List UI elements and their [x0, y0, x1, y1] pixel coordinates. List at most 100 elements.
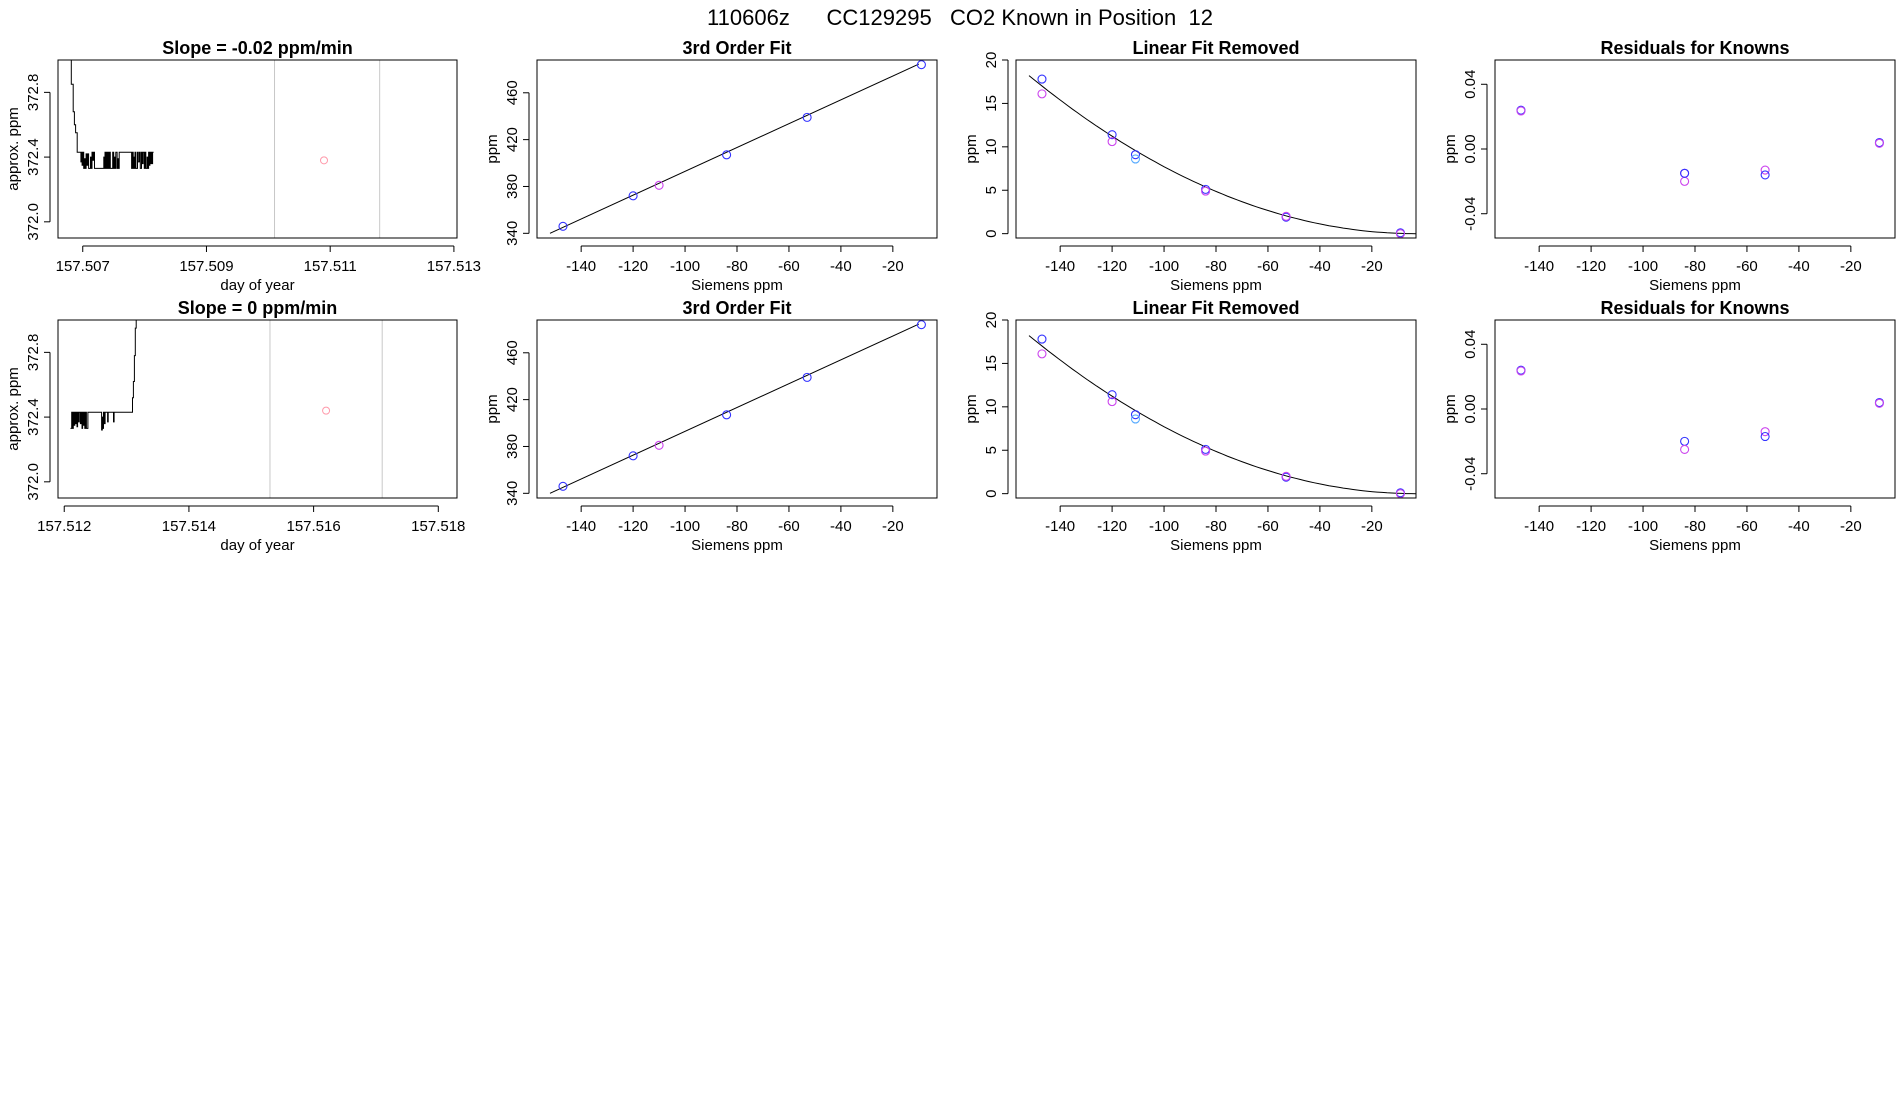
- fit-curve: [1028, 75, 1416, 235]
- x-tick-label: 157.511: [304, 258, 357, 275]
- data-point: [628, 451, 638, 461]
- x-tick-label: -120: [1576, 258, 1606, 275]
- data-point: [1516, 106, 1526, 116]
- data-marks: [70, 60, 328, 169]
- panel-linear-top: Linear Fit Removed -140 -120 -100 -80 -60 -40 -…: [963, 38, 1417, 294]
- data-point: [1130, 150, 1141, 160]
- x-tick-label: -60: [778, 258, 800, 275]
- y-tick-label: 0.00: [1462, 134, 1479, 163]
- data-point: [802, 112, 812, 122]
- x-tick-label: -120: [1097, 518, 1127, 535]
- x-tick-label: 157.509: [179, 258, 233, 275]
- x-tick-label: -140: [1524, 518, 1554, 535]
- x-tick-label: -140: [1524, 258, 1554, 275]
- panel-timeseries-bottom: Slope = 0 ppm/min 157.512 157.514 157.516 15…: [5, 298, 465, 554]
- x-tick-label: -80: [1205, 518, 1227, 535]
- panel-title: Slope = -0.02 ppm/min: [162, 38, 353, 58]
- x-tick-label: -100: [670, 258, 700, 275]
- data-point: [1037, 74, 1047, 84]
- x-tick-label: -60: [1257, 518, 1279, 535]
- data-point: [1680, 436, 1690, 446]
- data-point: [654, 180, 664, 190]
- highlight-point: [320, 156, 328, 165]
- x-tick-label: -60: [1257, 258, 1279, 275]
- y-tick-label: 380: [504, 434, 521, 459]
- plot-box: [1015, 59, 1417, 239]
- x-tick-label: -20: [882, 518, 904, 535]
- x-tick-label: 157.507: [56, 258, 110, 275]
- y-tick-label: 5: [983, 446, 1000, 454]
- y-tick-label: 380: [504, 174, 521, 199]
- data-marks: [1516, 105, 1884, 186]
- x-tick-label: -80: [1684, 258, 1706, 275]
- panel-title: 3rd Order Fit: [682, 38, 791, 58]
- y-axis-label: ppm: [484, 134, 501, 163]
- data-point: [1680, 176, 1690, 186]
- data-point: [1760, 165, 1770, 175]
- data-marks: [70, 320, 331, 431]
- x-tick-label: 157.514: [162, 518, 216, 535]
- data-point: [722, 410, 732, 420]
- x-tick-label: -20: [1840, 518, 1862, 535]
- x-tick-label: -40: [1309, 258, 1331, 275]
- data-point: [558, 221, 568, 231]
- panel-linear-bottom: Linear Fit Removed -140 -120 -100 -80 -60 -40 -…: [963, 298, 1417, 554]
- x-tick-label: -100: [1628, 518, 1658, 535]
- x-axis-label: Siemens ppm: [1170, 537, 1262, 554]
- y-tick-label: 340: [504, 481, 521, 506]
- y-tick-label: 0.04: [1462, 330, 1479, 359]
- plot-box: [1015, 319, 1417, 499]
- y-tick-label: 15: [983, 355, 1000, 372]
- x-tick-label: -80: [726, 518, 748, 535]
- data-point: [916, 60, 926, 70]
- y-tick-label: 5: [983, 186, 1000, 194]
- y-tick-label: 420: [504, 387, 521, 412]
- data-point: [1760, 170, 1770, 180]
- data-point: [654, 440, 664, 450]
- y-tick-label: 460: [504, 80, 521, 105]
- data-point: [1680, 444, 1690, 455]
- plot-box: [536, 319, 938, 499]
- panel-fit-bottom: 3rd Order Fit -140 -120 -100 -80 -60 -40 -20 Sie…: [484, 298, 938, 554]
- plot-box: [57, 59, 458, 239]
- x-tick-label: -20: [882, 258, 904, 275]
- x-tick-label: -120: [1097, 258, 1127, 275]
- data-point: [1201, 186, 1211, 196]
- y-tick-label: -0.04: [1462, 197, 1479, 231]
- x-tick-label: -60: [1736, 518, 1758, 535]
- data-point: [1037, 349, 1047, 359]
- data-point: [1516, 366, 1526, 376]
- y-tick-label: 10: [983, 398, 1000, 415]
- x-axis-label: Siemens ppm: [691, 277, 783, 294]
- data-point: [628, 191, 638, 201]
- x-tick-label: -80: [1684, 518, 1706, 535]
- y-tick-label: 15: [983, 95, 1000, 112]
- x-axis-label: Siemens ppm: [1170, 277, 1262, 294]
- data-point: [1130, 414, 1141, 424]
- panel-residuals-top: Residuals for Knowns -140 -120 -100 -80 -60 -4…: [1442, 38, 1896, 294]
- x-tick-label: -80: [726, 258, 748, 275]
- plot-box: [1494, 319, 1896, 499]
- data-point: [1037, 334, 1047, 344]
- data-point: [1680, 168, 1690, 178]
- panel-title: Linear Fit Removed: [1132, 38, 1299, 58]
- data-point: [558, 481, 568, 491]
- data-point: [1874, 398, 1884, 408]
- x-tick-label: -140: [1045, 518, 1075, 535]
- y-axis-label: approx. ppm: [5, 107, 22, 190]
- data-point: [1201, 446, 1211, 456]
- y-axis-label: ppm: [1442, 134, 1459, 163]
- data-point: [1130, 410, 1141, 420]
- x-tick-label: -100: [670, 518, 700, 535]
- y-axis-label: ppm: [963, 134, 980, 163]
- y-axis-label: approx. ppm: [5, 367, 22, 450]
- y-tick-label: 0.04: [1462, 70, 1479, 99]
- y-tick-label: 372.0: [25, 463, 42, 501]
- x-tick-label: -20: [1361, 518, 1383, 535]
- data-point: [1874, 138, 1884, 148]
- series-line: [70, 320, 137, 431]
- x-axis-label: Siemens ppm: [1649, 277, 1741, 294]
- x-tick-label: -120: [618, 258, 648, 275]
- fit-line: [549, 63, 920, 234]
